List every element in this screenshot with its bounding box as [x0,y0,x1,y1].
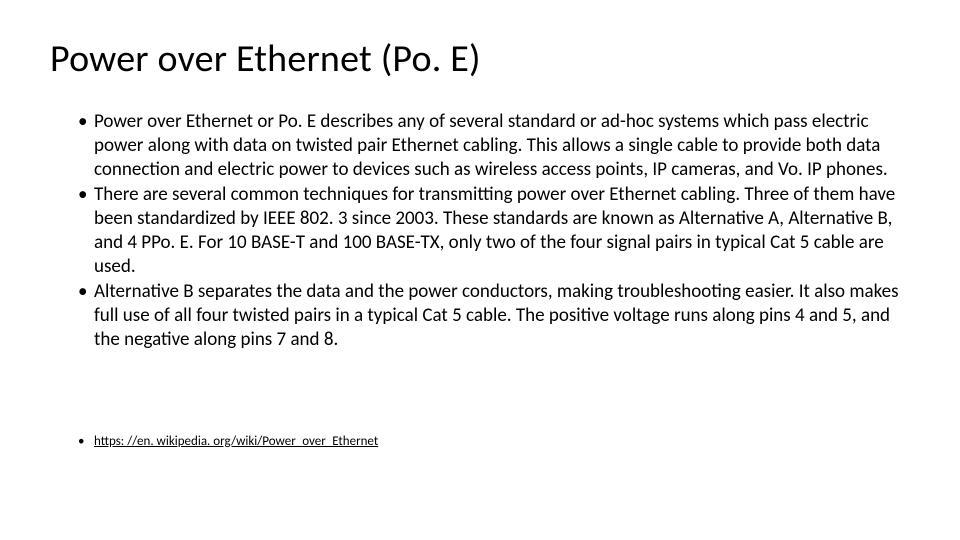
list-item: https: //en. wikipedia. org/wiki/Power_o… [78,434,910,449]
reference-list: https: //en. wikipedia. org/wiki/Power_o… [78,434,910,449]
slide-content: Power over Ethernet or Po. E describes a… [50,110,910,449]
bullet-list: Power over Ethernet or Po. E describes a… [78,110,910,352]
list-item: Alternative B separates the data and the… [78,280,910,351]
reference-link[interactable]: https: //en. wikipedia. org/wiki/Power_o… [94,434,378,449]
slide-container: Power over Ethernet (Po. E) Power over E… [0,0,960,540]
list-item: Power over Ethernet or Po. E describes a… [78,110,910,181]
slide-title: Power over Ethernet (Po. E) [50,36,910,82]
list-item: There are several common techniques for … [78,183,910,278]
